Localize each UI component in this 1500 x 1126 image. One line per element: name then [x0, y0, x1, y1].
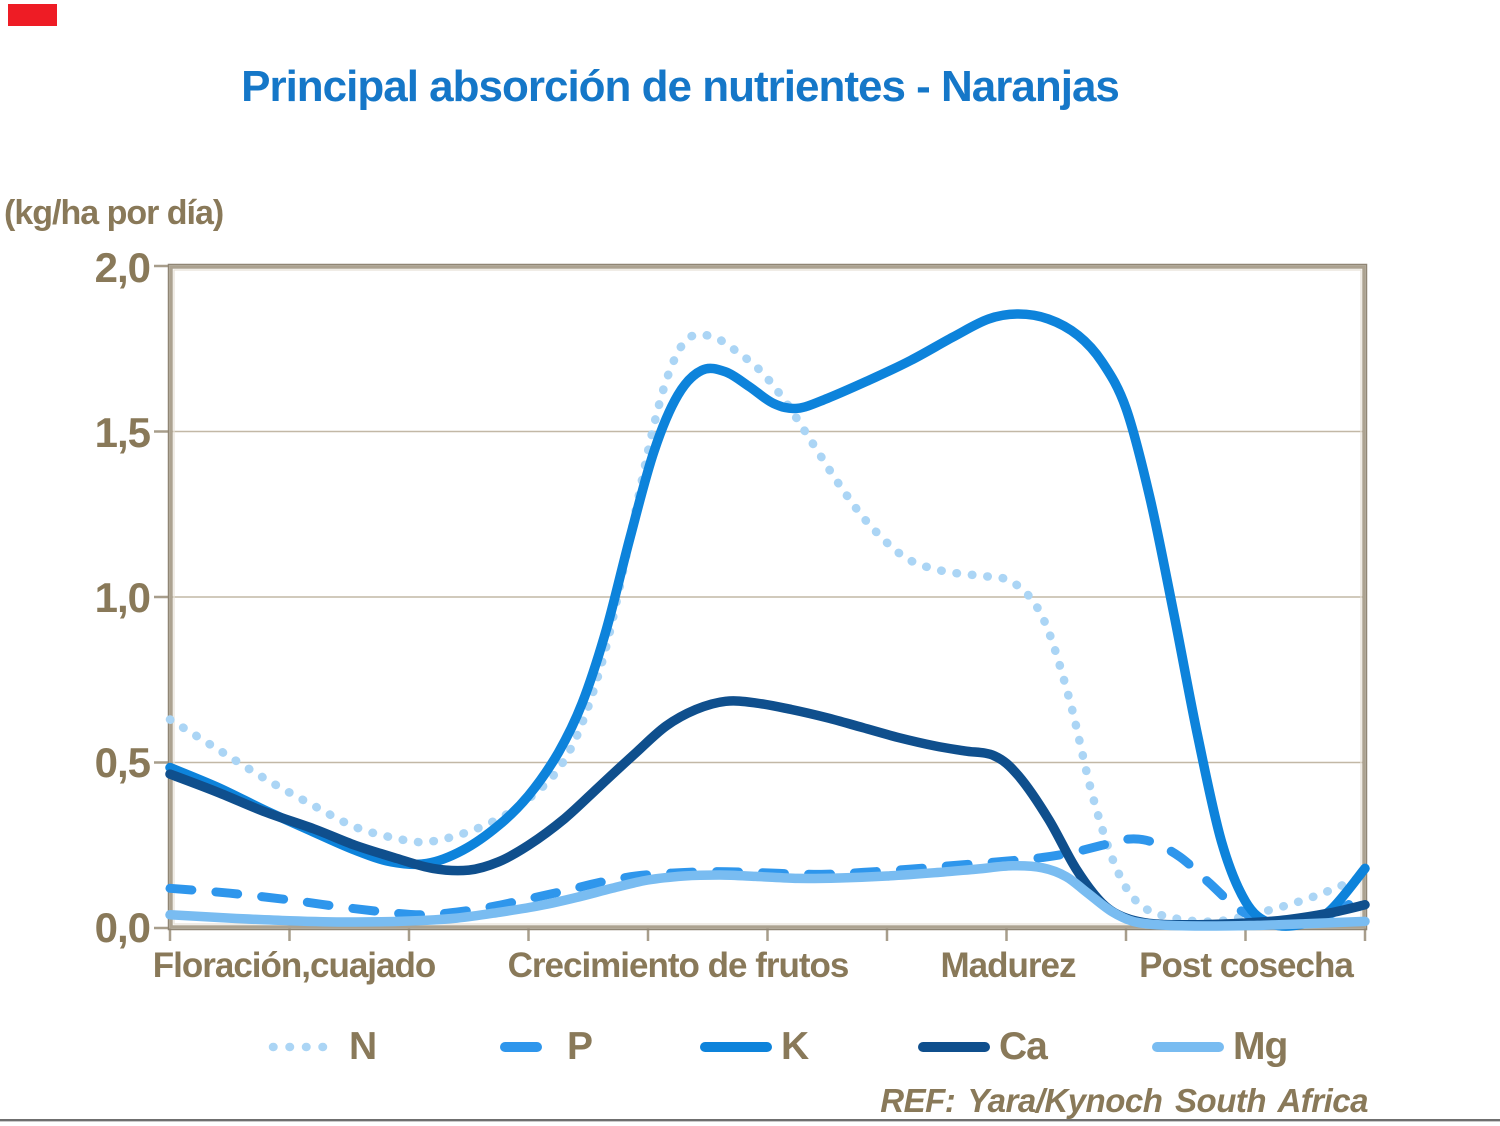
series-line-k	[165, 309, 1370, 931]
legend-swatch-n-icon	[268, 1042, 340, 1052]
legend-item-p: P	[486, 1024, 593, 1070]
series-line-n	[165, 330, 1370, 926]
plot-border-outer	[167, 263, 1368, 931]
series-line-p	[165, 834, 1370, 929]
plot-border-inner	[173, 269, 1362, 925]
legend-swatch-mg-icon	[1152, 1042, 1224, 1052]
chart-title: Principal absorción de nutrientes - Nara…	[241, 62, 1120, 111]
bottom-divider	[0, 1119, 1500, 1122]
series-line-ca	[165, 696, 1370, 930]
chart-plot	[154, 263, 1370, 941]
plot-border	[169, 265, 1366, 929]
legend-item-n: N	[268, 1024, 377, 1070]
x-axis-label-madurez: Madurez	[940, 946, 1077, 985]
y-tick-label-1-0: 1,0	[94, 574, 151, 621]
legend-item-ca: Ca	[918, 1024, 1048, 1070]
y-tick-label-2-0: 2,0	[94, 244, 151, 291]
legend-item-mg: Mg	[1152, 1024, 1288, 1070]
legend-label-p: P	[567, 1025, 593, 1068]
x-axis-label-crecimiento-de-frutos: Crecimiento de frutos	[507, 946, 850, 985]
y-tick-label-0-5: 0,5	[94, 739, 151, 786]
reference-text: REF: Yara/Kynoch South Africa	[880, 1082, 1368, 1119]
y-tick-label-1-5: 1,5	[94, 409, 151, 456]
legend-item-k: K	[700, 1024, 809, 1070]
legend-swatch-k-icon	[700, 1042, 772, 1052]
legend-label-k: K	[781, 1025, 809, 1068]
legend-label-ca: Ca	[999, 1025, 1048, 1068]
legend-swatch-ca-icon	[918, 1042, 990, 1052]
legend-swatch-p-icon	[500, 1042, 542, 1052]
red-accent-block	[8, 4, 57, 26]
y-axis-unit-label: (kg/ha por día)	[4, 194, 224, 232]
legend-label-n: N	[349, 1025, 377, 1068]
x-axis-label-floracion-cuajado: Floración,cuajado	[152, 946, 437, 985]
y-tick-label-0-0: 0,0	[94, 904, 151, 951]
series-line-mg	[165, 861, 1370, 931]
legend-label-mg: Mg	[1233, 1025, 1288, 1068]
x-axis-label-post-cosecha: Post cosecha	[1139, 946, 1354, 985]
